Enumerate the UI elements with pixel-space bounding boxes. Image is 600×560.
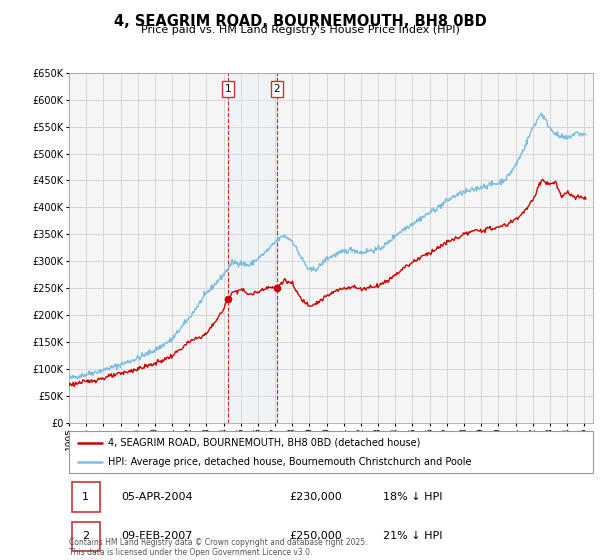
Text: 21% ↓ HPI: 21% ↓ HPI <box>383 531 443 541</box>
Text: 18% ↓ HPI: 18% ↓ HPI <box>383 492 443 502</box>
FancyBboxPatch shape <box>71 522 100 551</box>
Text: HPI: Average price, detached house, Bournemouth Christchurch and Poole: HPI: Average price, detached house, Bour… <box>108 458 472 467</box>
Text: 2: 2 <box>82 531 89 541</box>
Text: 2: 2 <box>274 84 280 94</box>
Text: Contains HM Land Registry data © Crown copyright and database right 2025.
This d: Contains HM Land Registry data © Crown c… <box>69 538 367 557</box>
FancyBboxPatch shape <box>71 483 100 512</box>
Text: £230,000: £230,000 <box>289 492 342 502</box>
Text: 4, SEAGRIM ROAD, BOURNEMOUTH, BH8 0BD: 4, SEAGRIM ROAD, BOURNEMOUTH, BH8 0BD <box>113 14 487 29</box>
Text: £250,000: £250,000 <box>289 531 342 541</box>
FancyBboxPatch shape <box>69 431 593 473</box>
Text: 1: 1 <box>225 84 232 94</box>
Text: 05-APR-2004: 05-APR-2004 <box>121 492 193 502</box>
Text: 4, SEAGRIM ROAD, BOURNEMOUTH, BH8 0BD (detached house): 4, SEAGRIM ROAD, BOURNEMOUTH, BH8 0BD (d… <box>108 438 421 448</box>
Text: 09-FEB-2007: 09-FEB-2007 <box>121 531 193 541</box>
Text: Price paid vs. HM Land Registry's House Price Index (HPI): Price paid vs. HM Land Registry's House … <box>140 25 460 35</box>
Bar <box>228 73 277 423</box>
Text: 1: 1 <box>82 492 89 502</box>
